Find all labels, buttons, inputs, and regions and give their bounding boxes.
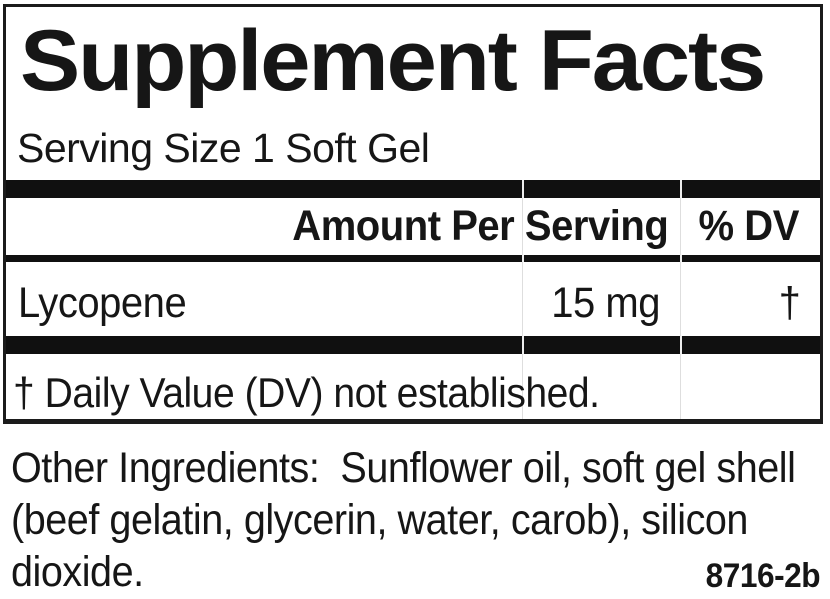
nutrient-amount: 15 mg [551,279,660,327]
facts-table: Amount Per Serving % DV Lycopene 15 mg †… [6,180,820,419]
separator-thick-top [6,180,820,198]
other-ingredients-line: Other Ingredients: Sunflower oil, soft g… [11,444,796,492]
other-ingredients-line: dioxide. [11,548,144,596]
daily-value-footnote: † Daily Value (DV) not established. [13,369,600,416]
table-row-lycopene: Lycopene 15 mg † [6,262,820,336]
product-code: 8716-2b [705,557,820,595]
nutrient-daily-value-dagger: † [778,279,800,327]
serving-size-text: Serving Size 1 Soft Gel [17,125,430,171]
footnote-row: † Daily Value (DV) not established. [6,354,820,419]
separator-thin [6,255,820,262]
separator-thick-bottom [6,336,820,354]
supplement-facts-panel: Supplement Facts Serving Size 1 Soft Gel… [3,4,823,424]
other-ingredients-line: (beef gelatin, glycerin, water, carob), … [11,496,748,544]
header-amount-per-serving: Amount Per Serving [291,202,669,250]
other-ingredients: Other Ingredients: Sunflower oil, soft g… [11,442,826,598]
header-percent-dv: % DV [698,202,800,250]
column-divider-right [680,180,681,419]
panel-title: Supplement Facts [20,13,766,109]
column-divider-left [522,180,523,419]
nutrient-name: Lycopene [18,279,187,327]
table-header-row: Amount Per Serving % DV [6,198,820,255]
